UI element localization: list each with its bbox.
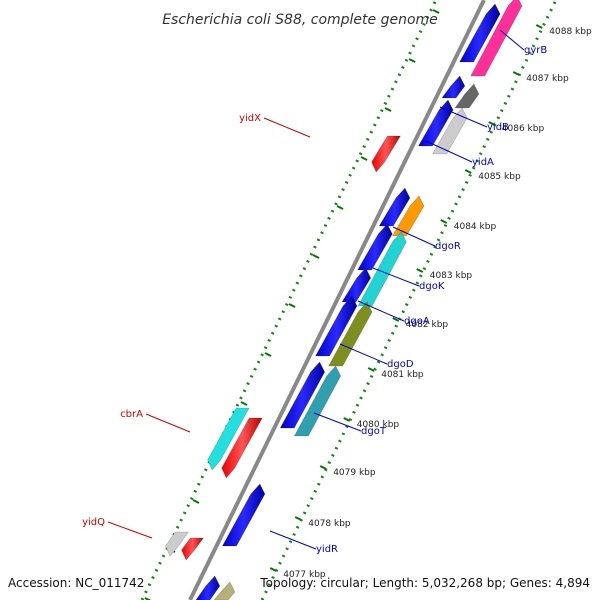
forward-gene-label: dgoA <box>404 316 430 327</box>
reverse-ruler-tick <box>264 352 272 357</box>
forward-gene-label: dgoR <box>435 241 461 252</box>
ruler-tick-label: 4080 kbp <box>357 420 400 430</box>
reverse-ruler-tick <box>360 156 368 161</box>
forward-gene-arrow <box>315 295 358 357</box>
forward-gene-arrow <box>195 575 221 600</box>
ruler-tick-label: 4077 kbp <box>283 570 326 580</box>
forward-label-leader <box>392 226 436 247</box>
feature-gene-arrow <box>213 581 236 600</box>
dotted-guide-inner <box>260 0 558 600</box>
feature-gene-arrow <box>391 195 425 237</box>
forward-gene-label: dgoD <box>387 359 414 370</box>
forward-label-leader <box>357 300 405 322</box>
forward-gene-label: dgoT <box>361 426 387 437</box>
reverse-ruler-tick <box>192 499 200 504</box>
ruler-tick-label: 4081 kbp <box>381 370 424 380</box>
reverse-gene-arrow <box>221 417 263 479</box>
feature-gene-arrow <box>470 0 523 77</box>
summary-text: Topology: circular; Length: 5,032,268 bp… <box>259 576 590 590</box>
ruler-tick <box>269 567 277 572</box>
reverse-gene-arrow <box>181 537 204 561</box>
forward-gene-arrow <box>459 3 501 63</box>
reverse-ruler-tick <box>384 107 392 112</box>
forward-gene-label: yidA <box>472 157 494 168</box>
ruler-tick <box>343 417 351 422</box>
ruler-tick-label: 4084 kbp <box>454 222 497 232</box>
reverse-label-leader <box>107 521 153 539</box>
reverse-gene-arrow <box>371 135 401 173</box>
ruler-tick-label: 4079 kbp <box>333 468 376 478</box>
ruler-tick <box>464 169 472 174</box>
feature-gene-arrow <box>293 365 342 437</box>
forward-gene-arrow <box>378 187 411 227</box>
feature-gene-arrow <box>328 301 373 367</box>
feature-gene-arrow <box>432 107 468 155</box>
backbone-line <box>188 0 486 600</box>
ruler-tick <box>440 219 448 224</box>
forward-gene-arrow <box>357 223 393 271</box>
ruler-tick-label: 4083 kbp <box>430 271 473 281</box>
map-title: Escherichia coli S88, complete genome <box>162 12 438 28</box>
ruler-tick-label: 4086 kbp <box>502 124 545 134</box>
ruler-tick <box>319 465 327 470</box>
forward-label-leader <box>269 530 317 550</box>
ruler-tick <box>416 268 424 273</box>
forward-label-leader <box>313 412 362 432</box>
ruler-tick <box>512 71 520 76</box>
reverse-gene-label: cbrA <box>120 409 143 420</box>
forward-label-leader <box>372 267 420 287</box>
reverse-ruler-tick <box>432 9 440 14</box>
forward-label-leader <box>499 29 525 51</box>
reverse-ruler-tick <box>240 401 248 406</box>
ruler-tick <box>392 317 400 322</box>
forward-label-leader <box>339 343 388 365</box>
forward-gene-arrow <box>441 75 466 99</box>
reverse-gene-label: yidX <box>239 113 261 124</box>
ruler-tick <box>488 121 496 126</box>
ruler-tick <box>535 24 543 29</box>
forward-label-leader <box>439 106 488 128</box>
reverse-label-leader <box>145 413 191 433</box>
reverse-gene-label: yidQ <box>82 517 105 528</box>
ruler-tick <box>294 516 302 521</box>
forward-gene-label: dgoK <box>419 281 445 292</box>
forward-gene-label: yidB <box>487 122 509 133</box>
accession-text: Accession: NC_011742 <box>8 576 144 590</box>
ruler-tick-label: 4087 kbp <box>526 74 569 84</box>
ruler-tick-label: 4082 kbp <box>406 320 449 330</box>
forward-gene-arrow <box>221 483 266 547</box>
reverse-ruler-tick <box>312 254 320 259</box>
ruler-tick <box>367 367 375 372</box>
reverse-ruler-tick <box>336 205 344 210</box>
forward-gene-arrow <box>417 99 454 147</box>
forward-gene-label: gyrB <box>524 45 547 56</box>
ruler-tick-label: 4088 kbp <box>549 27 592 37</box>
reverse-ruler-tick <box>408 58 416 63</box>
reverse-feature-arrow <box>207 407 250 471</box>
reverse-label-leader <box>263 117 311 138</box>
ruler-tick-label: 4085 kbp <box>478 172 521 182</box>
reverse-feature-arrow <box>165 531 189 557</box>
feature-gene-arrow <box>454 83 480 109</box>
forward-gene-arrow <box>279 361 325 429</box>
forward-gene-label: yidR <box>316 544 338 555</box>
ruler-tick-label: 4078 kbp <box>308 519 351 529</box>
forward-label-leader <box>425 140 473 163</box>
reverse-ruler-tick <box>288 303 296 308</box>
dotted-guide-outer <box>140 0 438 600</box>
